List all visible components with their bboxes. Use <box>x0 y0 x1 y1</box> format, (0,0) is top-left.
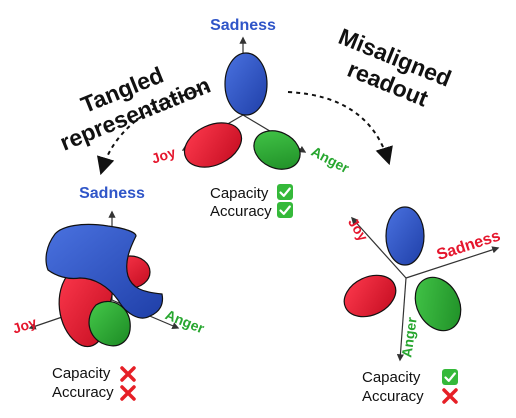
cross-icon <box>120 385 136 401</box>
right-anger-blob <box>414 276 462 332</box>
top-sadness-label: Sadness <box>210 17 276 34</box>
right-joy-label: Joy <box>345 215 371 244</box>
check-icon <box>277 202 293 218</box>
right-joy-axis <box>351 216 407 279</box>
top-capacity-label: Capacity <box>210 185 269 202</box>
top-accuracy-label: Accuracy <box>210 203 272 220</box>
left-accuracy-label: Accuracy <box>52 384 114 401</box>
left-sadness-label: Sadness <box>79 185 145 202</box>
left-capacity-label: Capacity <box>52 365 111 382</box>
right-anger-axis <box>396 277 407 362</box>
check-icon <box>277 184 293 200</box>
right-capacity-label: Capacity <box>362 369 421 386</box>
right-sadness-blob <box>385 206 425 266</box>
right-accuracy-label: Accuracy <box>362 388 424 405</box>
top-sadness-blob <box>224 52 268 116</box>
top-anger-label: Anger <box>309 143 353 176</box>
right-joy-blob <box>343 274 397 318</box>
right-anger-label: Anger <box>398 316 420 359</box>
left-anger-label: Anger <box>163 306 207 336</box>
left-sadness-blob <box>45 223 164 319</box>
right-dashed-arrow <box>287 91 393 166</box>
cross-icon <box>120 366 136 382</box>
top-joy-blob <box>183 122 243 168</box>
left-joy-label: Joy <box>11 314 39 337</box>
check-icon <box>442 369 458 385</box>
right-cluster: Joy Sadness Anger Capacity Accuracy <box>343 206 503 405</box>
top-anger-blob <box>253 130 301 170</box>
top-cluster: Sadness Joy Anger Capacity Accuracy <box>150 17 353 220</box>
cross-icon <box>442 388 458 404</box>
top-joy-label: Joy <box>150 144 178 167</box>
right-sadness-label: Sadness <box>435 227 503 264</box>
right-sadness-axis <box>405 246 500 279</box>
right-title: Misaligned readout <box>325 23 461 119</box>
left-cluster: Sadness Joy Anger Capacity Accuracy <box>11 185 208 401</box>
left-anger-blob <box>88 300 131 347</box>
